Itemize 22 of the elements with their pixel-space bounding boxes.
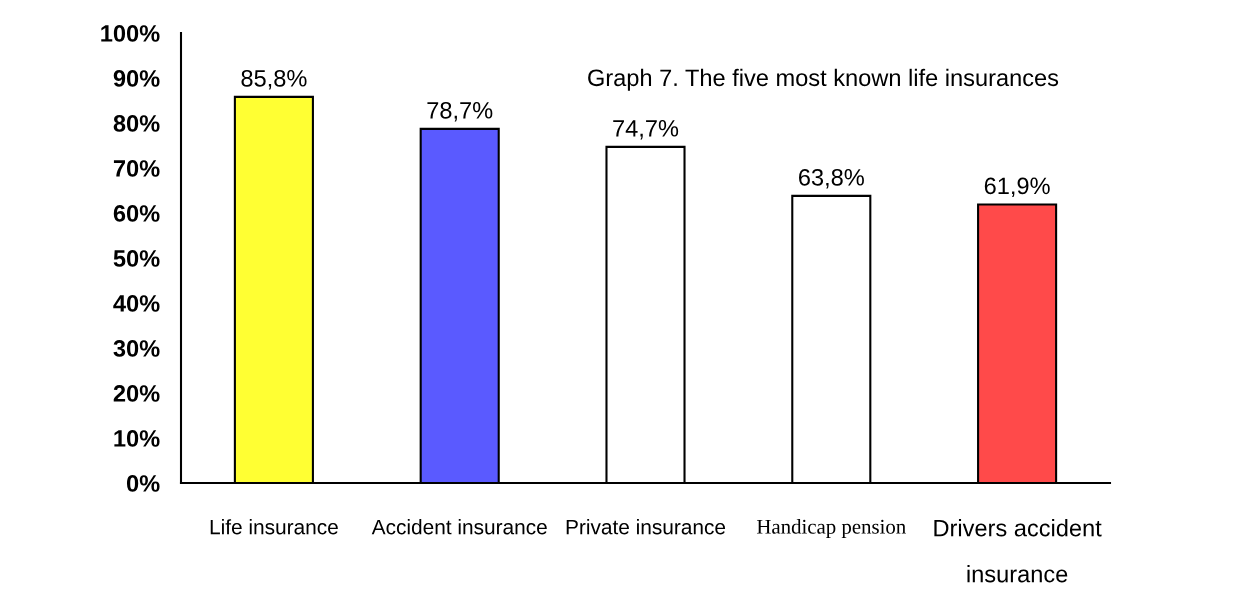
data-label: 78,7% (427, 101, 493, 122)
y-tick-label: 90% (113, 70, 160, 87)
x-tick-label: Private insurance (566, 519, 726, 535)
y-tick-label: 40% (113, 295, 160, 312)
data-label: 85,8% (241, 69, 307, 90)
text: Graph 7. The five most known life insurances (588, 68, 1059, 91)
y-tick-label: 50% (113, 250, 160, 267)
y-tick-label: 0% (126, 475, 160, 492)
category-label: Drivers accident insurance (934, 519, 1102, 583)
y-tick-label: 70% (113, 160, 160, 177)
y-tick-label: 30% (113, 340, 160, 357)
y-tick-label: 80% (113, 115, 160, 132)
data-label: 63,8% (799, 168, 864, 189)
x-tick-label: Life insurance (210, 519, 338, 535)
y-tick-label: 100% (101, 25, 160, 42)
x-tick-label: Handicap pension (756, 519, 906, 538)
data-label: 61,9% (984, 177, 1050, 198)
y-tick-label: 10% (114, 430, 160, 447)
y-tick-label: 20% (113, 385, 160, 402)
data-label: 74,7% (613, 120, 679, 140)
y-tick-label: 60% (113, 205, 160, 222)
x-tick-label: Accident insurance (371, 519, 547, 535)
